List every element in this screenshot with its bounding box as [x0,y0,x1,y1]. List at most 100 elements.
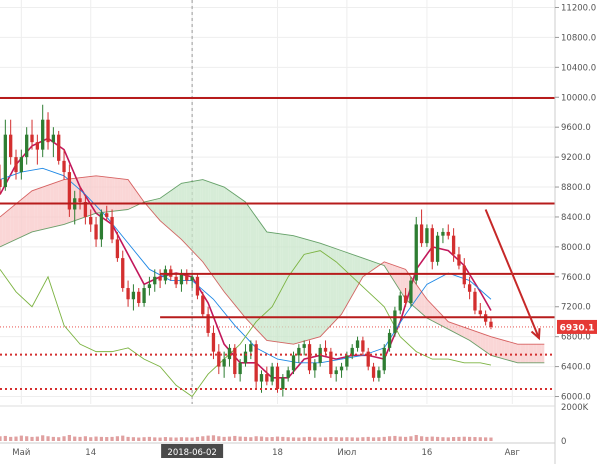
candle[interactable] [275,362,280,393]
candle[interactable] [25,127,29,165]
candle[interactable] [403,288,408,307]
candle[interactable] [137,288,141,307]
candle[interactable] [451,228,456,262]
candle[interactable] [174,273,178,289]
cloud-segment [346,252,350,305]
candle[interactable] [265,366,269,386]
candle[interactable] [398,291,402,315]
candle[interactable] [9,119,13,165]
candle[interactable] [19,149,24,180]
candle[interactable] [457,246,461,270]
volume-bar [473,437,477,441]
volume-bar [190,437,194,441]
candle[interactable] [339,362,344,378]
candle[interactable] [190,273,194,289]
candle[interactable] [350,344,354,360]
candle[interactable] [393,306,397,337]
candle[interactable] [478,303,482,318]
candle[interactable] [313,359,317,378]
candle[interactable] [291,351,296,375]
candle[interactable] [446,224,450,240]
candle[interactable] [201,291,205,318]
candle[interactable] [371,362,376,382]
candle[interactable] [281,374,285,397]
candle[interactable] [254,340,258,390]
candle[interactable] [179,269,184,292]
candle[interactable] [323,340,328,356]
candle[interactable] [78,187,82,210]
candle[interactable] [441,228,445,244]
candle[interactable] [153,269,157,292]
candle[interactable] [387,329,392,352]
cloud-segment [424,295,427,318]
cloud-segment [426,299,430,320]
candle[interactable] [0,164,2,195]
candle[interactable] [473,288,477,315]
y-tick-label: 6800.0 [561,333,591,343]
cloud-segment [202,179,206,266]
candle[interactable] [297,344,301,363]
candle[interactable] [270,362,274,386]
trend-arrow-shaft[interactable] [484,209,540,339]
candle[interactable] [115,231,120,262]
candle[interactable] [227,344,232,367]
candle[interactable] [233,344,237,378]
candle[interactable] [185,269,189,285]
candle[interactable] [217,344,221,375]
candle[interactable] [334,366,338,382]
candle[interactable] [89,209,93,232]
candle[interactable] [302,340,306,356]
candle[interactable] [206,306,210,337]
candle[interactable] [35,134,40,165]
candle[interactable] [409,276,413,307]
y-tick-label: 6000.0 [561,393,591,403]
candle[interactable] [286,366,290,382]
candle[interactable] [99,209,104,247]
candle[interactable] [425,224,429,247]
candle[interactable] [355,336,360,352]
volume-bar [62,436,66,441]
candle[interactable] [121,250,125,292]
candle[interactable] [14,149,18,180]
candle[interactable] [147,276,152,296]
candle-body [281,377,285,390]
candle[interactable] [489,317,493,330]
candle[interactable] [163,265,168,285]
candle[interactable] [57,130,61,165]
candle[interactable] [366,347,370,371]
candle[interactable] [131,284,136,311]
cloud-segment [493,337,497,357]
candle[interactable] [435,231,440,266]
candle[interactable] [142,284,146,307]
candle[interactable] [361,336,365,356]
candle[interactable] [83,194,88,225]
candle[interactable] [94,216,98,247]
volume-bar [163,437,168,441]
candle[interactable] [211,325,216,360]
candle[interactable] [467,276,472,300]
candle[interactable] [105,205,109,221]
candle[interactable] [158,269,162,289]
candle[interactable] [249,340,253,360]
candle[interactable] [382,344,386,375]
candle[interactable] [3,119,7,191]
candle[interactable] [62,149,66,180]
candle[interactable] [67,164,72,217]
candle[interactable] [126,280,130,307]
candle[interactable] [238,359,242,382]
candle[interactable] [430,224,434,270]
candle[interactable] [329,347,333,378]
candle[interactable] [222,351,226,378]
candle[interactable] [419,209,424,247]
candle[interactable] [195,273,200,300]
candle[interactable] [46,112,50,150]
candle[interactable] [30,119,34,150]
y-tick-label: 8400.0 [561,213,591,223]
candle[interactable] [110,209,114,244]
candle[interactable] [51,127,56,158]
candle[interactable] [41,104,45,158]
candle[interactable] [377,366,381,382]
candle[interactable] [307,340,312,375]
